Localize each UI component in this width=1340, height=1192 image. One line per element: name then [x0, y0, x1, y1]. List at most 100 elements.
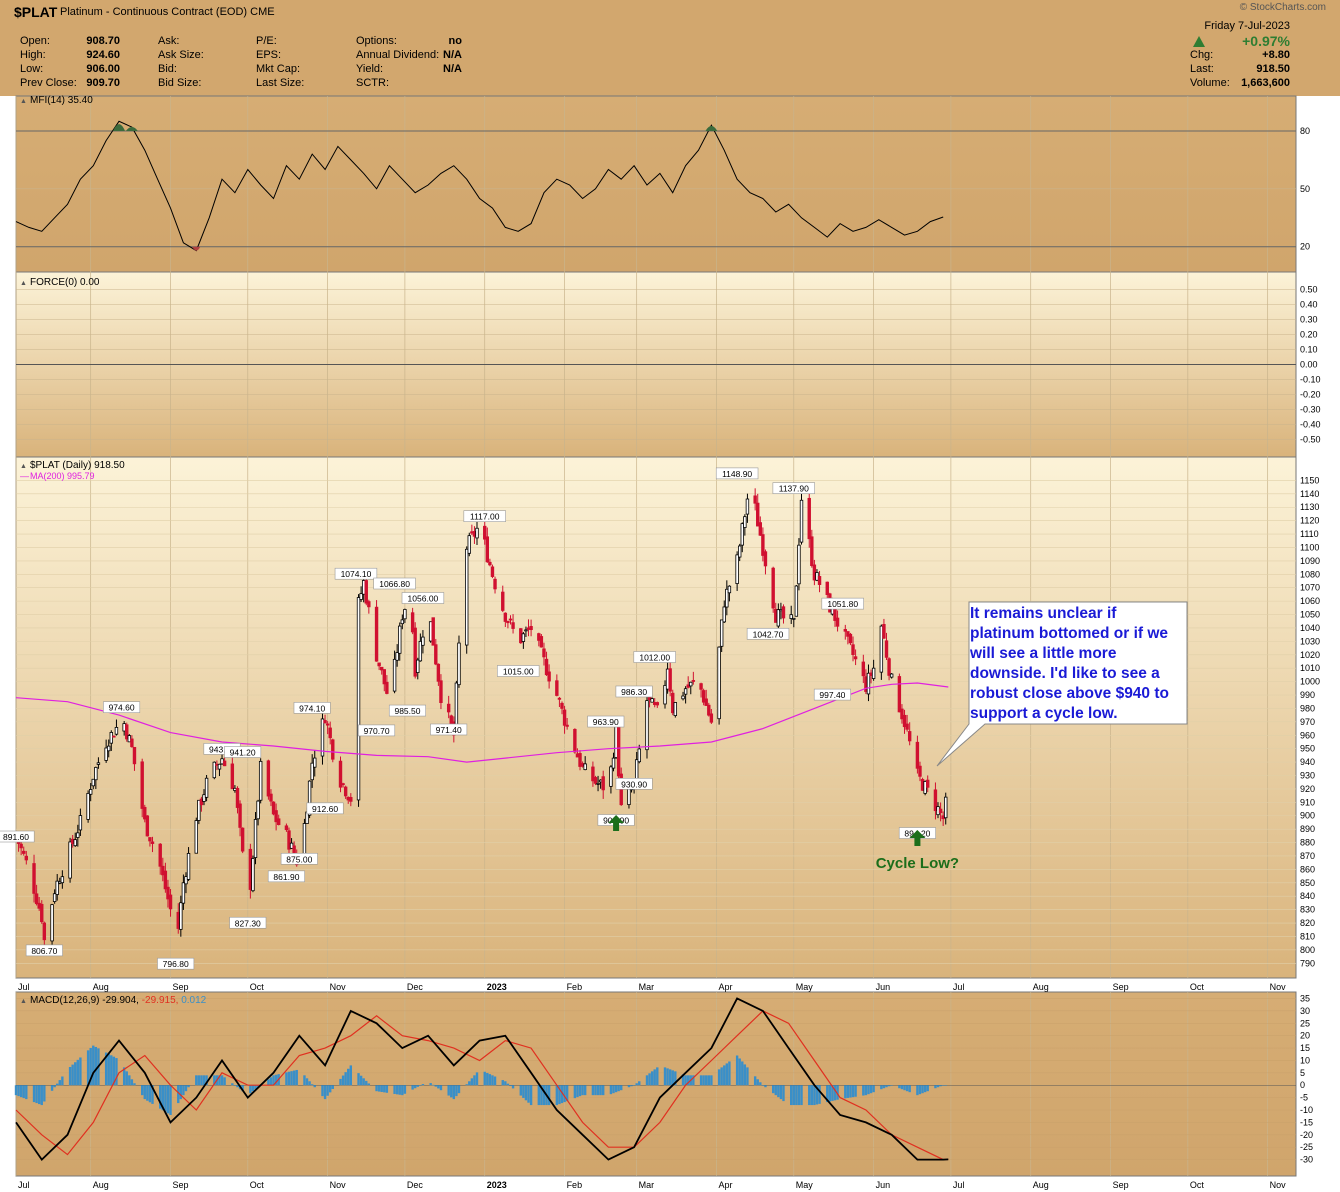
macd-histogram-bar	[898, 1085, 901, 1089]
candle-body	[145, 815, 150, 837]
macd-tick-label: 35	[1300, 993, 1310, 1003]
price-tick-label: 970	[1300, 717, 1315, 727]
macd-histogram-bar	[182, 1085, 185, 1096]
candle-body	[166, 886, 170, 900]
chart-header: $PLAT Platinum - Continuous Contract (EO…	[0, 0, 1340, 96]
candle-body	[91, 778, 95, 787]
macd-histogram-bar	[707, 1075, 710, 1086]
price-tick-label: 940	[1300, 757, 1315, 767]
price-tick-label: 1140	[1300, 489, 1319, 499]
price-tick-label: 800	[1300, 945, 1315, 955]
candle-body	[490, 566, 495, 577]
month-label: Jun	[876, 982, 891, 992]
macd-histogram-bar	[774, 1085, 777, 1096]
candle-body	[650, 698, 654, 703]
macd-histogram-bar	[177, 1085, 180, 1104]
macd-histogram-bar	[944, 1085, 947, 1086]
macd-histogram-bar	[32, 1085, 36, 1103]
macd-histogram-bar	[367, 1083, 371, 1086]
price-tick-label: 810	[1300, 931, 1315, 941]
macd-histogram-bar	[452, 1085, 456, 1100]
candle-body	[253, 819, 258, 858]
candle-body	[542, 648, 546, 658]
macd-histogram-bar	[43, 1085, 46, 1102]
candle-body	[882, 624, 886, 639]
candle-body	[377, 662, 381, 667]
candle-body	[212, 761, 217, 779]
macd-histogram-bar	[668, 1069, 672, 1086]
price-label: 1042.70	[753, 629, 784, 639]
price-tick-label: 1150	[1300, 475, 1319, 485]
macd-histogram-bar	[741, 1061, 744, 1086]
macd-histogram-bar	[125, 1071, 128, 1086]
candle-body	[501, 591, 505, 611]
macd-histogram-bar	[200, 1075, 203, 1086]
macd-histogram-bar	[457, 1085, 461, 1094]
bottom-month-label: Feb	[567, 1180, 583, 1190]
price-label-box	[633, 651, 676, 663]
bottom-month-label: Apr	[719, 1180, 733, 1190]
macd-histogram-bar	[128, 1075, 131, 1086]
candle-body	[416, 659, 420, 673]
macd-histogram-bar	[450, 1085, 453, 1098]
candle-body	[266, 760, 271, 797]
bottom-month-label: May	[796, 1180, 814, 1190]
candle-body	[258, 760, 263, 801]
macd-histogram-bar	[143, 1085, 146, 1100]
macd-histogram-bar	[504, 1081, 507, 1086]
price-tick-label: 1080	[1300, 569, 1320, 579]
macd-histogram-bar	[630, 1085, 633, 1087]
macd-histogram-bar	[648, 1073, 651, 1086]
candle-body	[727, 585, 732, 594]
candle-body	[163, 870, 168, 890]
price-label: 912.60	[312, 804, 338, 814]
macd-histogram-bar	[375, 1085, 378, 1092]
macd-histogram-bar	[890, 1085, 893, 1086]
macd-histogram-bar	[565, 1085, 569, 1102]
last-label: Last:	[1190, 63, 1214, 75]
candle-body	[915, 741, 920, 769]
macd-histogram-bar	[290, 1071, 293, 1086]
macd-histogram-bar	[702, 1075, 705, 1086]
candle-body	[616, 726, 621, 777]
macd-tick-label: -30	[1300, 1155, 1313, 1165]
month-label: Sep	[173, 982, 189, 992]
price-label-box	[388, 704, 426, 717]
macd-histogram-bar	[779, 1085, 783, 1100]
candle-body	[645, 700, 649, 751]
bottom-month-label: Nov	[330, 1180, 347, 1190]
force-tick-label: -0.40	[1300, 420, 1321, 430]
panel-3-background	[15, 991, 1297, 1177]
macd-histogram-bar	[759, 1082, 762, 1086]
macd-histogram-bar	[68, 1066, 72, 1086]
candle-body	[343, 786, 348, 797]
mfi-tick-label: 20	[1300, 242, 1310, 252]
price-label: 796.80	[163, 959, 189, 969]
candle-body	[22, 850, 26, 854]
macd-histogram-bar	[594, 1085, 597, 1096]
candle-body	[130, 738, 134, 748]
symbol-label: $PLAT	[14, 4, 58, 20]
month-label: Sep	[1113, 982, 1129, 992]
macd-histogram-bar	[916, 1085, 919, 1096]
macd-histogram-bar	[519, 1085, 522, 1096]
macd-tick-label: -25	[1300, 1142, 1313, 1152]
macd-histogram-bar	[681, 1074, 685, 1086]
macd-histogram-bar	[419, 1085, 422, 1086]
instrument-name: Platinum - Continuous Contract (EOD) CME	[60, 6, 275, 18]
candle-body	[544, 658, 549, 676]
candle-body	[73, 839, 77, 847]
volume-value: 1,663,600	[1241, 77, 1290, 89]
macd-histogram-bar	[831, 1085, 834, 1101]
macd-histogram-bar	[522, 1085, 525, 1098]
mfi-overbought-fill	[705, 126, 718, 131]
macd-histogram-bar	[908, 1085, 911, 1093]
candle-body	[400, 619, 405, 625]
candle-body	[143, 806, 147, 820]
candle-body	[725, 588, 729, 608]
macd-histogram-bar	[599, 1085, 602, 1096]
macd-histogram-bar	[50, 1085, 54, 1091]
macd-histogram-bar	[468, 1081, 471, 1086]
macd-signal-line	[15, 1010, 949, 1161]
price-label-box	[25, 944, 63, 957]
